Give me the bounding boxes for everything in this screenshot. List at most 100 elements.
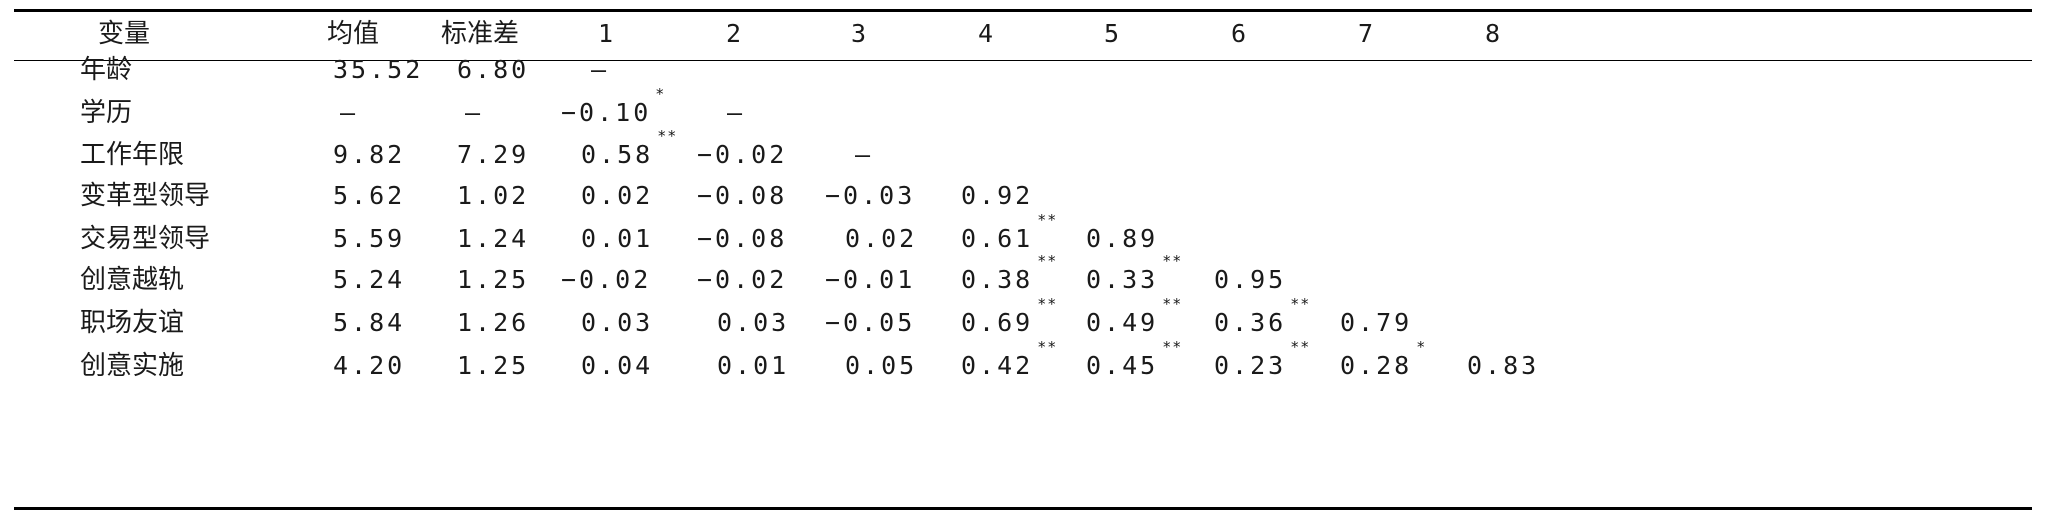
corr-cell-value: −0.02 <box>697 140 788 169</box>
corr-cell-value: −0.08 <box>697 224 788 253</box>
corr-cell: 0.92 <box>961 176 1033 216</box>
significance-mark: ** <box>1162 338 1183 356</box>
corr-cell-value: 0.04 <box>581 351 654 380</box>
corr-cell: 0.03 <box>717 303 789 343</box>
mean-cell-value: — <box>340 98 359 127</box>
sd-cell: 6.80 <box>457 50 529 90</box>
corr-cell: 0.95 <box>1214 260 1286 300</box>
corr-cell-value: 0.28 <box>1340 351 1413 380</box>
corr-cell: −0.10* <box>561 87 665 133</box>
corr-cell: 0.42** <box>961 340 1057 386</box>
significance-mark: ** <box>1037 338 1058 356</box>
corr-cell-value: 0.01 <box>581 224 654 253</box>
corr-cell: 0.36** <box>1214 297 1310 343</box>
corr-cell: 0.61** <box>961 213 1057 259</box>
sd-cell: 1.25 <box>457 346 529 386</box>
corr-cell: −0.03 <box>825 176 915 216</box>
row-label: 工作年限 <box>80 140 185 170</box>
corr-cell: 0.89 <box>1086 219 1158 259</box>
header-cell-4: 2 <box>725 19 745 48</box>
corr-cell: 0.33** <box>1086 254 1182 300</box>
sd-cell: 7.29 <box>457 135 529 175</box>
corr-cell-value: −0.02 <box>697 265 788 294</box>
corr-cell: −0.05 <box>825 303 915 343</box>
corr-cell: 0.04 <box>581 346 653 386</box>
corr-cell: −0.08 <box>697 219 787 259</box>
sd-cell-value: 1.25 <box>457 265 530 294</box>
corr-cell-value: 0.03 <box>717 308 790 337</box>
sd-cell-value: 6.80 <box>457 55 530 84</box>
mean-cell-value: 5.24 <box>333 265 406 294</box>
corr-cell: −0.02 <box>697 135 787 175</box>
top-rule <box>14 9 2032 12</box>
corr-cell-value: 0.03 <box>581 308 654 337</box>
corr-cell: 0.23** <box>1214 340 1310 386</box>
corr-cell: 0.79 <box>1340 303 1412 343</box>
corr-cell: 0.83 <box>1467 346 1539 386</box>
corr-cell: 0.49** <box>1086 297 1182 343</box>
corr-cell-value: 0.23 <box>1214 351 1287 380</box>
mean-cell: — <box>340 93 358 133</box>
corr-cell-value: 0.61 <box>961 224 1034 253</box>
significance-mark: ** <box>1037 295 1058 313</box>
corr-cell-value: 0.42 <box>961 351 1034 380</box>
corr-cell: 0.58** <box>581 129 677 175</box>
corr-cell-value: −0.05 <box>825 308 916 337</box>
sd-cell-value: — <box>465 98 484 127</box>
header-cell-9: 7 <box>1357 19 1377 48</box>
sd-cell: — <box>465 93 483 133</box>
corr-cell: −0.01 <box>825 260 915 300</box>
mean-cell-value: 5.84 <box>333 308 406 337</box>
corr-cell-value: −0.08 <box>697 181 788 210</box>
mean-cell-value: 4.20 <box>333 351 406 380</box>
mean-cell: 35.52 <box>333 50 423 90</box>
corr-cell: — <box>727 93 745 133</box>
sd-cell: 1.02 <box>457 176 529 216</box>
sd-cell-value: 7.29 <box>457 140 530 169</box>
mean-cell-value: 5.62 <box>333 181 406 210</box>
header-rule <box>14 60 2032 61</box>
table-row: 创意实施 4.20 1.25 0.04 0.01 0.05 0.42** 0.45** 0.23… <box>0 340 2048 386</box>
corr-cell-value: 0.02 <box>845 224 918 253</box>
significance-mark: ** <box>1162 252 1183 270</box>
significance-mark: ** <box>1162 295 1183 313</box>
corr-cell-value: 0.02 <box>581 181 654 210</box>
corr-cell-value: 0.36 <box>1214 308 1287 337</box>
sd-cell: 1.26 <box>457 303 529 343</box>
mean-cell: 9.82 <box>333 135 405 175</box>
significance-mark: ** <box>657 127 678 145</box>
corr-cell-value: 0.69 <box>961 308 1034 337</box>
table-row: 交易型领导 5.59 1.24 0.01 −0.08 0.02 0.61** 0.89 <box>0 213 2048 259</box>
corr-cell: — <box>591 50 609 90</box>
mean-cell-value: 35.52 <box>333 55 424 84</box>
corr-cell: 0.28* <box>1340 340 1426 386</box>
corr-cell: 0.03 <box>581 303 653 343</box>
corr-cell-value: 0.05 <box>845 351 918 380</box>
corr-cell-value: 0.45 <box>1086 351 1159 380</box>
corr-cell-value: — <box>727 98 746 127</box>
row-label: 学历 <box>80 98 133 128</box>
sd-cell-value: 1.25 <box>457 351 530 380</box>
sd-cell-value: 1.26 <box>457 308 530 337</box>
table-row: 职场友谊 5.84 1.26 0.03 0.03 −0.05 0.69** 0.49** 0.3… <box>0 297 2048 343</box>
corr-cell-value: 0.38 <box>961 265 1034 294</box>
header-cell-5: 3 <box>850 19 870 48</box>
mean-cell: 5.24 <box>333 260 405 300</box>
mean-cell-value: 5.59 <box>333 224 406 253</box>
corr-cell: 0.05 <box>845 346 917 386</box>
table-row: 变革型领导 5.62 1.02 0.02 −0.08 −0.03 0.92 <box>0 176 2048 216</box>
corr-cell: 0.38** <box>961 254 1057 300</box>
table-row: 学历 — — −0.10* — <box>0 87 2048 133</box>
sd-cell: 1.24 <box>457 219 529 259</box>
corr-cell-value: 0.58 <box>581 140 654 169</box>
corr-cell-value: 0.83 <box>1467 351 1540 380</box>
corr-cell-value: 0.33 <box>1086 265 1159 294</box>
mean-cell: 5.84 <box>333 303 405 343</box>
row-label: 创意越轨 <box>80 265 185 295</box>
significance-mark: ** <box>1290 295 1311 313</box>
corr-cell: −0.02 <box>561 260 651 300</box>
corr-cell-value: −0.03 <box>825 181 916 210</box>
corr-cell-value: −0.01 <box>825 265 916 294</box>
row-label: 变革型领导 <box>80 181 211 211</box>
corr-cell-value: 0.79 <box>1340 308 1413 337</box>
